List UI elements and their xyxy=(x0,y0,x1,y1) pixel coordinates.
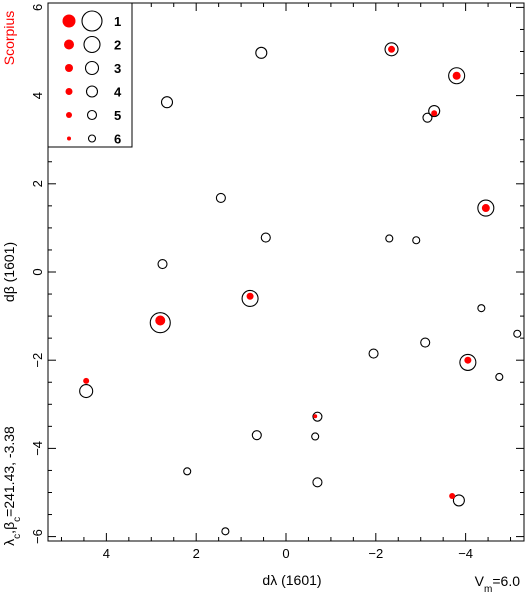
y-tick-label: −4 xyxy=(30,441,45,456)
open-star-marker xyxy=(183,467,192,476)
legend-magnitude-label: 6 xyxy=(114,132,121,147)
legend-open-marker xyxy=(85,85,99,98)
open-star-marker xyxy=(477,199,495,217)
open-star-marker xyxy=(452,494,465,507)
open-star-marker xyxy=(260,232,271,243)
filled-star-marker xyxy=(246,292,254,300)
y-tick-label: 0 xyxy=(30,268,45,275)
open-star-marker xyxy=(251,430,262,441)
magnitude-legend: 1 2 3 4 5 6 xyxy=(47,2,133,148)
x-tick-label: 4 xyxy=(103,546,110,561)
open-star-marker xyxy=(459,353,477,371)
legend-magnitude-label: 2 xyxy=(114,38,121,53)
y-axis-label: dβ (1601) xyxy=(1,242,17,302)
open-star-marker xyxy=(422,112,433,123)
open-star-marker xyxy=(428,104,441,118)
filled-star-marker xyxy=(449,493,456,500)
legend-magnitude-label: 3 xyxy=(114,61,121,76)
x-tick-label: 0 xyxy=(282,546,289,561)
legend-magnitude-label: 1 xyxy=(114,14,121,29)
constellation-name: Scorpius xyxy=(1,11,17,65)
open-star-marker xyxy=(79,384,94,399)
legend-open-marker xyxy=(81,10,103,32)
open-star-marker xyxy=(448,67,466,85)
open-star-marker xyxy=(420,337,431,348)
open-star-marker xyxy=(513,329,522,338)
filled-star-marker xyxy=(388,45,396,53)
y-tick-label: −2 xyxy=(30,353,45,368)
open-star-marker xyxy=(385,234,394,243)
open-star-marker xyxy=(255,46,268,59)
star-markers xyxy=(79,42,522,536)
legend-open-marker xyxy=(86,109,98,121)
legend-filled-marker xyxy=(65,64,73,72)
open-star-marker xyxy=(311,432,320,441)
y-tick-label: 2 xyxy=(30,180,45,187)
filled-star-marker xyxy=(83,377,90,384)
legend-filled-marker xyxy=(64,39,74,50)
y-tick-label: 6 xyxy=(30,4,45,11)
open-star-marker xyxy=(312,477,323,488)
open-star-marker xyxy=(312,411,323,422)
open-star-marker xyxy=(221,527,230,536)
legend-filled-marker xyxy=(62,14,76,28)
legend-filled-marker xyxy=(66,112,72,118)
open-star-marker xyxy=(412,236,421,245)
filled-star-marker xyxy=(481,204,490,213)
legend-open-marker xyxy=(87,134,97,143)
open-star-marker xyxy=(241,289,259,308)
limiting-magnitude-label: Vm=6.0 xyxy=(475,573,521,595)
open-star-marker xyxy=(384,42,399,57)
open-star-marker xyxy=(477,304,486,313)
legend-open-marker xyxy=(84,60,100,76)
legend-open-marker xyxy=(83,35,101,54)
filled-star-marker xyxy=(431,110,438,117)
x-tick-label: −4 xyxy=(458,546,473,561)
open-star-marker xyxy=(495,372,504,382)
legend-filled-marker xyxy=(65,88,73,95)
filled-star-marker xyxy=(464,356,472,364)
legend-magnitude-label: 5 xyxy=(114,108,121,123)
open-star-marker xyxy=(368,348,379,359)
center-coordinates-label: λc,βc=241.43, -3.38 xyxy=(1,426,23,546)
filled-star-marker xyxy=(452,71,461,80)
x-tick-label: −2 xyxy=(368,546,383,561)
axis-tick-labels: 4 2 0 −2 −4 −6 −4 −2 0 2 4 6 xyxy=(30,4,473,561)
open-star-marker xyxy=(157,259,168,270)
x-tick-label: 2 xyxy=(193,546,200,561)
legend-filled-marker xyxy=(67,136,71,141)
open-star-marker xyxy=(160,96,174,109)
filled-star-marker xyxy=(313,414,318,419)
legend-box xyxy=(47,2,133,148)
y-tick-label: −6 xyxy=(30,529,45,544)
x-axis-label: dλ (1601) xyxy=(262,572,321,588)
open-star-marker xyxy=(149,312,171,334)
legend-magnitude-label: 4 xyxy=(114,85,122,100)
open-star-marker xyxy=(215,192,226,203)
y-tick-label: 4 xyxy=(30,92,45,99)
filled-star-marker xyxy=(155,315,166,326)
